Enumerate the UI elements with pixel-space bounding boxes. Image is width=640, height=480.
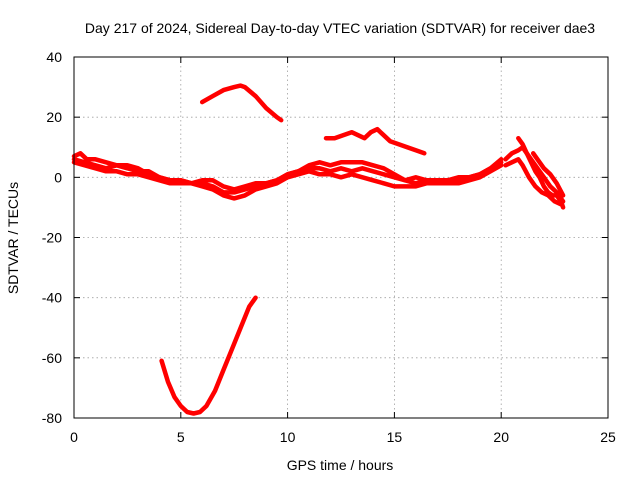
- x-tick-label: 20: [493, 429, 509, 445]
- x-tick-label: 10: [280, 429, 296, 445]
- series-line-main-band-middle: [71, 157, 504, 195]
- y-tick-label: -20: [42, 230, 62, 246]
- series-line-lower-arc: [159, 295, 258, 416]
- y-tick-label: -60: [42, 350, 62, 366]
- series-line-tail-c: [516, 135, 566, 210]
- y-axis-label: SDTVAR / TECUs: [5, 182, 21, 294]
- series-line-mid-arc: [323, 126, 427, 156]
- y-tick-label: 20: [46, 109, 62, 125]
- y-tick-label: 0: [54, 169, 62, 185]
- x-tick-label: 25: [600, 429, 616, 445]
- y-tick-label: -80: [42, 410, 62, 426]
- series-line-main-band-lower: [71, 160, 504, 201]
- x-tick-label: 0: [70, 429, 78, 445]
- y-tick-label: 40: [46, 49, 62, 65]
- x-tick-label: 15: [387, 429, 403, 445]
- y-ticks: -80 -60 -40 -20 0 20 40: [42, 49, 608, 426]
- chart-title: Day 217 of 2024, Sidereal Day-to-day VTE…: [85, 20, 595, 36]
- series-layer: [71, 83, 566, 416]
- series-line-tail-d: [530, 151, 566, 198]
- x-tick-label: 5: [177, 429, 185, 445]
- series-line-upper-arc: [199, 83, 284, 123]
- x-axis-label: GPS time / hours: [287, 457, 394, 473]
- y-tick-label: -40: [42, 290, 62, 306]
- x-ticks: 0 5 10 15 20 25: [70, 57, 616, 445]
- series-line-tail-b: [503, 157, 564, 207]
